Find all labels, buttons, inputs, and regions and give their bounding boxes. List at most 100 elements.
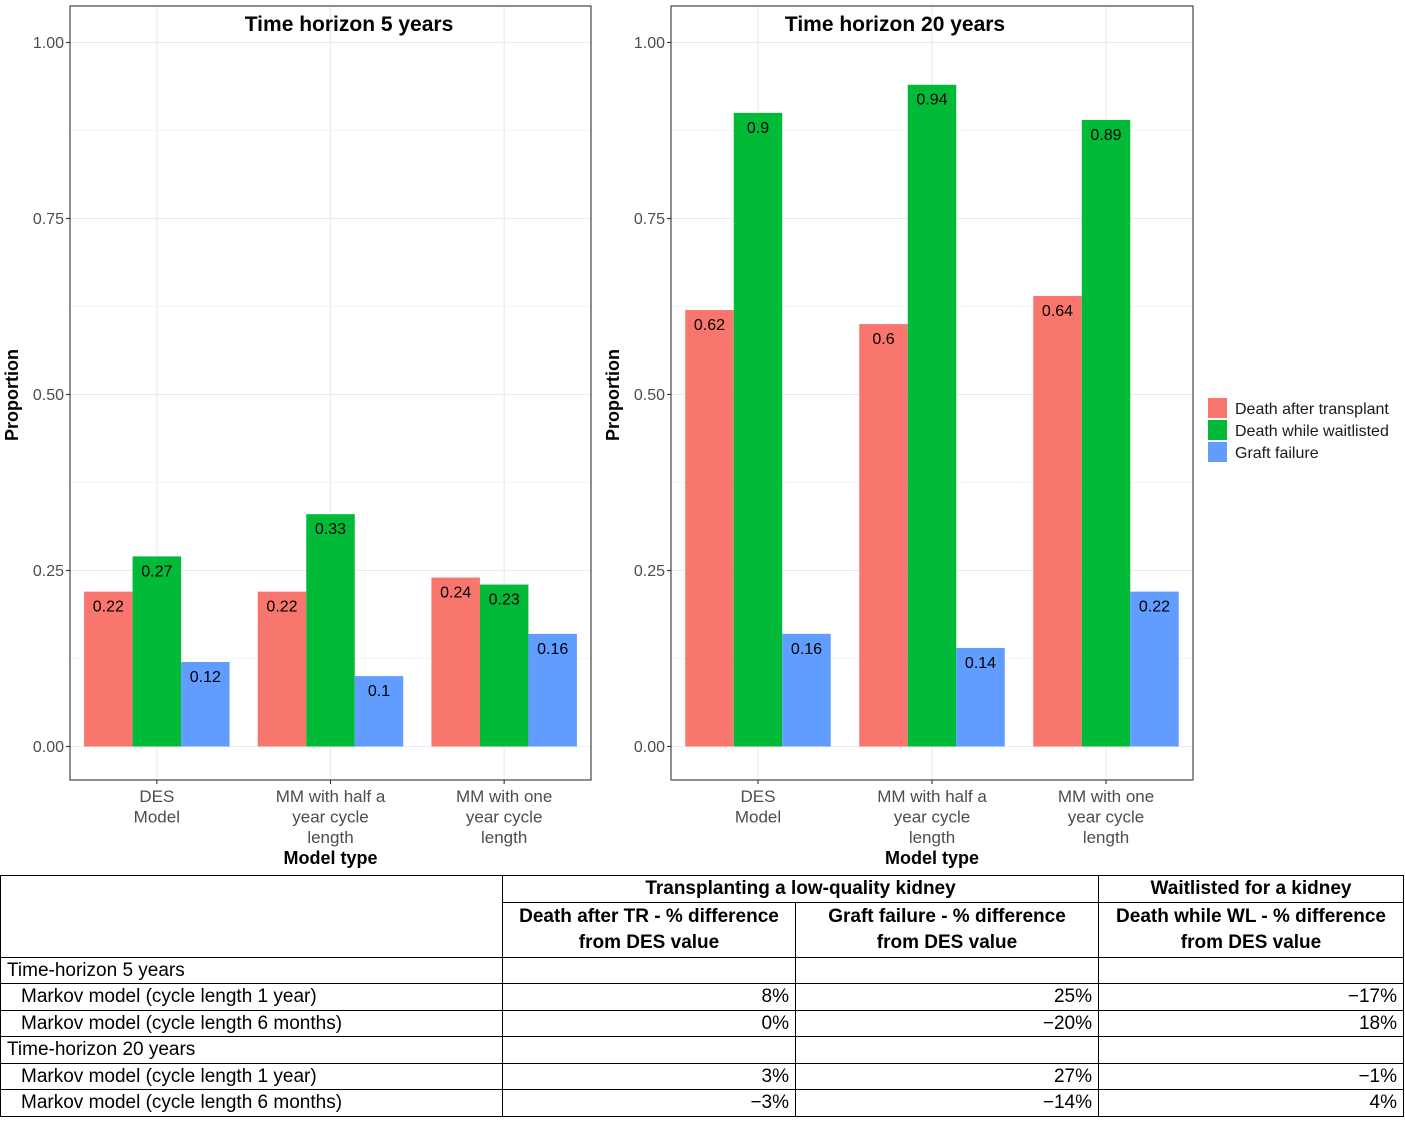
bar xyxy=(907,84,957,747)
row-label: Markov model (cycle length 6 months) xyxy=(0,1089,503,1117)
bar-value-label: 0.24 xyxy=(440,585,471,602)
row-label: Markov model (cycle length 1 year) xyxy=(0,1062,503,1090)
table-row: Markov model (cycle length 6 months) −3%… xyxy=(0,1089,1405,1117)
table-corner-cell xyxy=(0,875,503,958)
y-tick-label: 1.00 xyxy=(33,35,64,52)
bar-value-label: 0.6 xyxy=(872,331,894,348)
table-cell: 8% xyxy=(502,983,796,1011)
chart-panel-1: 0.22 0.22 0.24 0.27 0.33 0.23 0.12 0.1 0.16 Time … xyxy=(2,5,592,868)
legend-label: Graft failure xyxy=(1235,445,1319,462)
bar xyxy=(84,591,133,747)
x-axis-title: Model type xyxy=(283,848,377,868)
bar xyxy=(354,676,404,747)
bar-value-label: 0.94 xyxy=(916,92,947,109)
y-tick-label: 0.75 xyxy=(33,211,64,228)
bar-value-label: 0.1 xyxy=(368,683,390,700)
x-category-label-line: length xyxy=(481,828,527,847)
table-cell xyxy=(1098,1036,1405,1064)
x-category-label: MM with one year cycle length xyxy=(1058,787,1154,847)
bar-value-label: 0.14 xyxy=(965,655,996,672)
column-header-line: Death while WL - % difference xyxy=(1116,905,1386,927)
table-cell: −17% xyxy=(1098,983,1405,1011)
x-category-label-line: length xyxy=(307,828,353,847)
chart-legend: Death after transplant Death while waitli… xyxy=(1208,398,1389,462)
table-row: Markov model (cycle length 6 months) 0% … xyxy=(0,1009,1405,1037)
bar xyxy=(181,662,230,747)
y-tick-label: 0.50 xyxy=(634,387,665,404)
table-cell: −14% xyxy=(794,1089,1100,1117)
bar xyxy=(306,514,355,747)
table-column-header-row: Death after TR - % difference from DES va… xyxy=(1,901,1405,958)
table-cell: −20% xyxy=(794,1009,1100,1037)
table-row: Markov model (cycle length 1 year) 8% 25… xyxy=(0,983,1405,1011)
table-group-header-row: Transplanting a low-quality kidney Waitl… xyxy=(0,875,1405,958)
bar xyxy=(859,324,908,747)
y-tick-label: 0.00 xyxy=(634,739,665,756)
percent-difference-table: Transplanting a low-quality kidney Waitl… xyxy=(0,875,1405,1117)
table-cell: 4% xyxy=(1098,1089,1405,1117)
column-header-line: Death after TR - % difference xyxy=(519,905,779,927)
chart-panel-2: 0.62 0.6 0.64 0.9 0.94 0.89 0.16 0.14 0.22 Time h… xyxy=(603,5,1194,868)
bar xyxy=(132,556,182,747)
x-category-label: DES Model xyxy=(735,787,781,827)
x-category-label-line: length xyxy=(909,828,955,847)
x-category-label-line: Model xyxy=(735,808,781,827)
bar xyxy=(733,112,783,747)
column-header-graft-failure: Graft failure - % difference from DES val… xyxy=(794,901,1100,958)
table-cell xyxy=(502,1036,796,1064)
bar xyxy=(528,633,577,747)
table-cell: 0% xyxy=(502,1009,796,1037)
bar xyxy=(782,633,831,747)
table-cell: 25% xyxy=(794,983,1100,1011)
bar-charts-svg: 0.22 0.22 0.24 0.27 0.33 0.23 0.12 0.1 0.16 Time … xyxy=(2,5,1389,868)
bar-value-label: 0.64 xyxy=(1042,303,1073,320)
x-category-label-line: year cycle xyxy=(466,808,543,827)
bar-value-label: 0.16 xyxy=(791,641,822,658)
table-cell: 3% xyxy=(502,1062,796,1090)
bar xyxy=(956,647,1005,747)
table-cell: −3% xyxy=(502,1089,796,1117)
bar xyxy=(1081,119,1131,747)
table-cell: 27% xyxy=(794,1062,1100,1090)
legend-label: Death while waitlisted xyxy=(1235,423,1389,440)
column-header-line: Graft failure - % difference xyxy=(828,905,1066,927)
x-category-label-line: length xyxy=(1083,828,1129,847)
x-axis-title: Model type xyxy=(885,848,979,868)
x-category-label: DES Model xyxy=(134,787,180,827)
row-label: Time-horizon 20 years xyxy=(0,1036,503,1064)
bar xyxy=(1130,591,1179,747)
row-label: Time-horizon 5 years xyxy=(0,956,503,984)
x-category-label-line: MM with one xyxy=(456,787,552,806)
bar xyxy=(685,310,734,747)
table-cell: 18% xyxy=(1098,1009,1405,1037)
column-header-death-after-tr: Death after TR - % difference from DES va… xyxy=(502,901,796,958)
row-label: Markov model (cycle length 6 months) xyxy=(0,1009,503,1037)
x-category-label: MM with half a year cycle length xyxy=(877,787,987,847)
x-category-label-line: year cycle xyxy=(292,808,369,827)
y-tick-label: 0.25 xyxy=(634,563,665,580)
y-tick-label: 0.50 xyxy=(33,387,64,404)
bar-value-label: 0.22 xyxy=(266,599,297,616)
y-tick-label: 1.00 xyxy=(634,35,665,52)
x-category-label-line: year cycle xyxy=(894,808,971,827)
bar-value-label: 0.89 xyxy=(1090,127,1121,144)
table-row: Time-horizon 5 years xyxy=(0,956,1405,984)
bar-value-label: 0.22 xyxy=(93,599,124,616)
legend-swatch xyxy=(1208,442,1227,462)
y-axis-title: Proportion xyxy=(603,349,623,441)
x-category-label-line: Model xyxy=(134,808,180,827)
bar-value-label: 0.27 xyxy=(141,563,172,580)
bar-value-label: 0.33 xyxy=(315,521,346,538)
bar xyxy=(257,591,307,747)
table-row: Time-horizon 20 years xyxy=(0,1036,1405,1064)
x-category-label-line: MM with half a xyxy=(276,787,386,806)
table-cell: −1% xyxy=(1098,1062,1405,1090)
legend-swatch xyxy=(1208,398,1227,418)
x-category-label-line: DES xyxy=(139,787,174,806)
chart-title: Time horizon 5 years xyxy=(245,13,454,36)
bar-value-label: 0.22 xyxy=(1139,599,1170,616)
legend-swatch xyxy=(1208,420,1227,440)
table-cell xyxy=(794,956,1100,984)
y-tick-label: 0.25 xyxy=(33,563,64,580)
transplant-group-header: Transplanting a low-quality kidney xyxy=(501,875,1100,903)
